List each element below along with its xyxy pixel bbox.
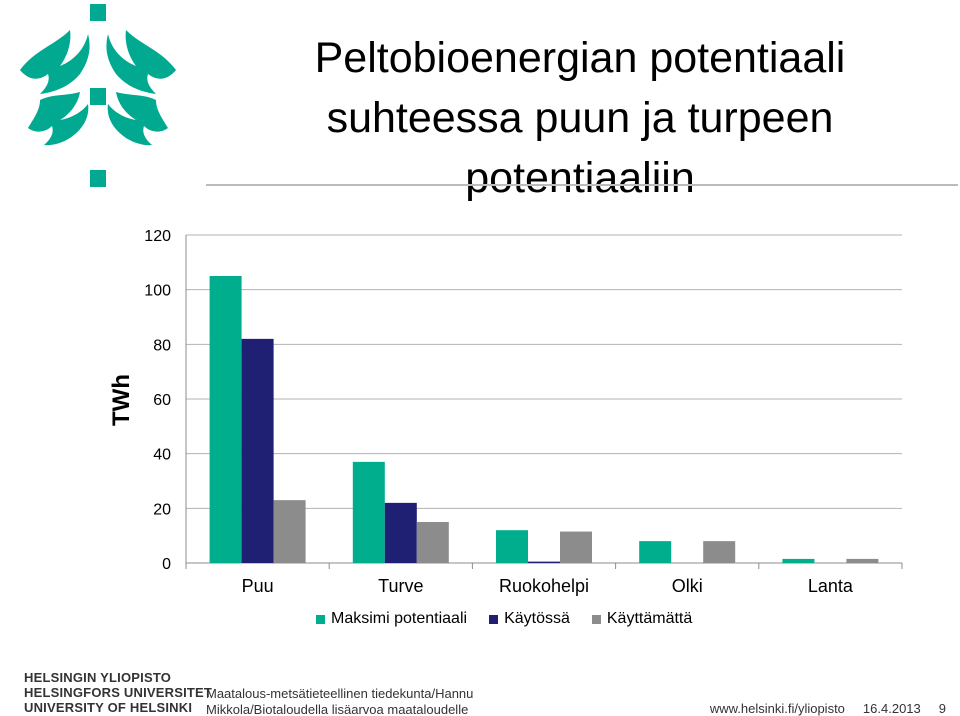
- footer-date: 16.4.2013: [862, 701, 921, 716]
- footer-url[interactable]: www.helsinki.fi/yliopisto: [709, 701, 845, 716]
- y-tick-label: 40: [153, 447, 171, 464]
- legend-label-kayttamatta: Käyttämättä: [606, 610, 693, 627]
- title-line-2: suhteessa puun ja turpeen: [326, 94, 834, 142]
- legend-swatch-kaytossa: [489, 614, 499, 624]
- university-flame-logo: [20, 4, 176, 187]
- bar-2-4: [846, 558, 879, 563]
- bar-1-2: [528, 561, 560, 563]
- y-tick-label: 0: [162, 556, 171, 573]
- chart-legend: Maksimi potentiaali Käytössä Käyttämättä: [316, 610, 692, 628]
- wordmark-line-1: HELSINGIN YLIOPISTO: [24, 670, 172, 685]
- bar-0-4: [782, 558, 815, 563]
- footer-page-number: 9: [938, 701, 946, 716]
- bar-2-1: [416, 522, 449, 563]
- footer-meta: www.helsinki.fi/yliopisto 16.4.2013 9: [710, 701, 946, 716]
- footer-credit: Maatalous-metsätieteellinen tiedekunta/H…: [206, 686, 473, 716]
- legend-item-kaytossa: Käytössä: [489, 610, 570, 628]
- x-category-label: Olki: [672, 576, 703, 596]
- title-line-1: Peltobioenergian potentiaali: [314, 34, 846, 82]
- y-axis-label: TWh: [108, 374, 135, 426]
- y-tick-label: 120: [144, 228, 171, 245]
- x-category-label: Turve: [378, 576, 423, 596]
- x-category-label: Lanta: [808, 576, 854, 596]
- legend-label-kaytossa: Käytössä: [504, 610, 570, 627]
- legend-item-kayttamatta: Käyttämättä: [591, 610, 693, 628]
- bar-1-1: [384, 502, 417, 563]
- title-divider: [206, 184, 958, 186]
- footer-credit-line-2: Mikkola/Biotaloudella lisäarvoa maatalou…: [206, 702, 469, 716]
- footer-credit-line-1: Maatalous-metsätieteellinen tiedekunta/H…: [206, 686, 474, 701]
- legend-item-maksimi: Maksimi potentiaali: [316, 610, 467, 628]
- y-tick-label: 100: [144, 283, 171, 300]
- bar-0-3: [639, 541, 672, 563]
- legend-swatch-maksimi: [316, 614, 325, 624]
- bar-0-1: [352, 461, 385, 563]
- legend-swatch-kayttamatta: [591, 614, 601, 624]
- y-tick-label: 60: [153, 392, 171, 409]
- y-tick-label: 20: [153, 501, 171, 518]
- x-category-label: Ruokohelpi: [499, 576, 589, 596]
- bar-0-2: [496, 530, 528, 563]
- page-title: Peltobioenergian potentiaali suhteessa p…: [230, 28, 930, 208]
- bar-1-0: [241, 338, 274, 563]
- legend-label-maksimi: Maksimi potentiaali: [331, 610, 468, 627]
- y-tick-label: 80: [153, 337, 171, 354]
- bar-2-3: [703, 541, 736, 563]
- bar-2-0: [273, 500, 306, 563]
- bar-2-2: [560, 531, 592, 563]
- wordmark-line-2: HELSINGFORS UNIVERSITET: [24, 685, 213, 700]
- bar-0-0: [209, 276, 242, 563]
- bar-chart: 0 20 40 60 80 100 120 TWh Puu Turve Ruokohelpi Olki…: [108, 228, 903, 596]
- wordmark-line-3: UNIVERSITY OF HELSINKI: [24, 700, 193, 715]
- university-wordmark: HELSINGIN YLIOPISTO HELSINGFORS UNIVERSI…: [24, 670, 212, 715]
- x-category-label: Puu: [242, 576, 274, 596]
- title-line-3: potentiaaliin: [465, 154, 695, 202]
